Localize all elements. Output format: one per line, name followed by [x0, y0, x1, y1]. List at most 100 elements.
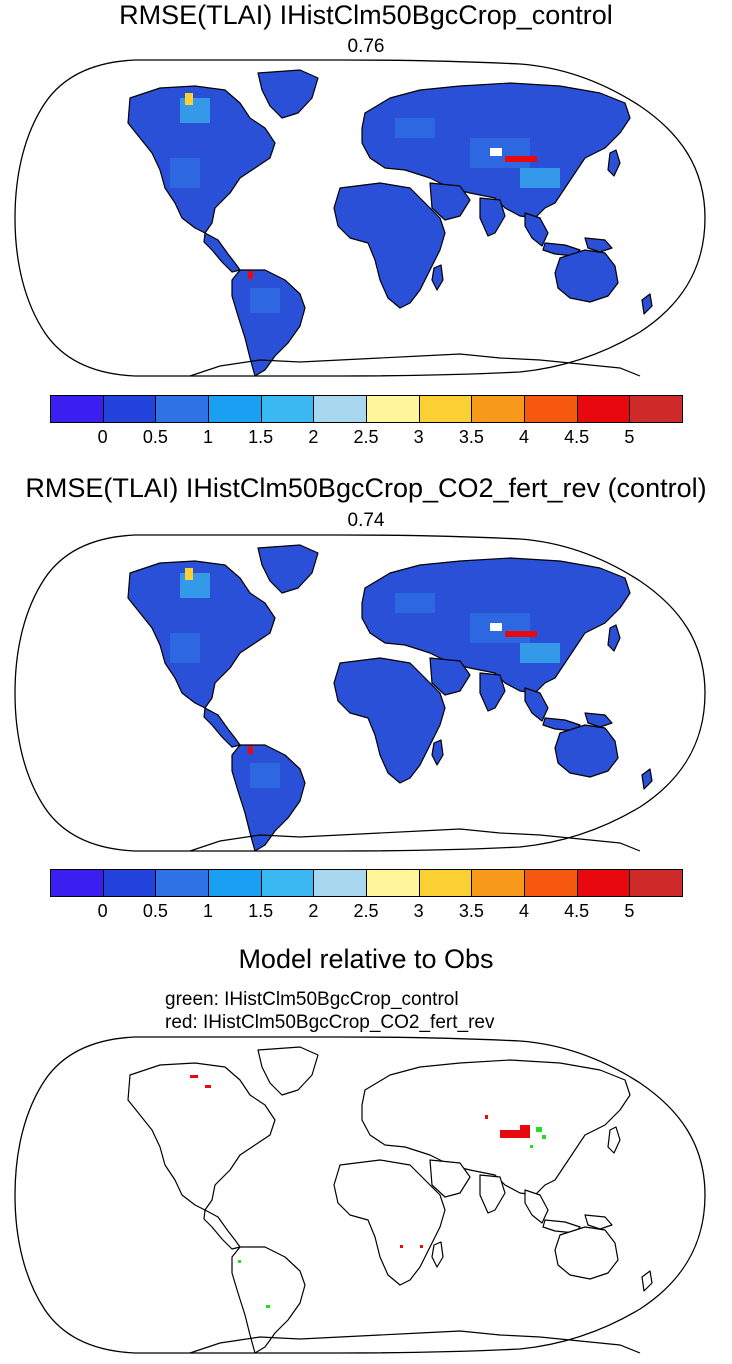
colorbar-tick-label: 2.5 [353, 427, 379, 447]
landmass [257, 544, 319, 594]
rmse-cell-patch [170, 158, 200, 188]
landmass [479, 672, 506, 712]
colorbar-tick-label: 0.5 [142, 901, 168, 921]
landmass [429, 1159, 471, 1198]
colorbar-box [155, 869, 209, 897]
missing-cell [490, 623, 502, 631]
colorbar-box [260, 395, 315, 423]
panel1-title: RMSE(TLAI) IHistClm50BgcCrop_control [119, 0, 613, 30]
rmse-cell-patch [170, 633, 200, 663]
rmse-cell-patch [520, 168, 560, 188]
landmass [584, 1214, 613, 1230]
colorbar-tick-label: 3.5 [458, 901, 484, 921]
colorbar-box [576, 395, 631, 423]
colorbar-box [471, 395, 526, 423]
landmass [554, 724, 619, 778]
landmass [584, 712, 613, 728]
colorbar-tick-label: 0 [97, 901, 108, 921]
colorbar-tick-label: 1.5 [248, 427, 274, 447]
colorbar-box [418, 395, 473, 423]
red-marker [500, 1130, 530, 1138]
colorbar-tick-label: 0 [97, 427, 108, 447]
landmass [641, 1270, 653, 1292]
landmass [203, 232, 241, 273]
landmass [231, 1246, 306, 1354]
antarctica-coast [189, 828, 641, 852]
landmass [333, 657, 446, 784]
green-marker [530, 1145, 533, 1148]
colorbar-box [50, 869, 104, 897]
landmass [524, 1189, 549, 1224]
rmse-cell-patch [520, 643, 560, 663]
landmass [127, 85, 276, 234]
colorbar-tick-label: 3.5 [458, 427, 484, 447]
colorbar-box [629, 395, 684, 423]
landmass [333, 182, 446, 309]
landmass [607, 1126, 621, 1154]
colorbar-box [524, 395, 578, 423]
panel1-map [14, 59, 706, 377]
panel1-global-rmse: 0.76 [347, 36, 385, 57]
landmass [431, 739, 444, 766]
landmass [584, 237, 613, 253]
landmass [524, 687, 549, 722]
red-marker [190, 1075, 198, 1078]
red-marker [205, 1085, 211, 1088]
rmse-hotspot [505, 156, 537, 162]
colorbar-tick-label: 2.5 [353, 901, 379, 921]
colorbar-tick-label: 1 [202, 427, 214, 447]
colorbar-tick-label: 4 [519, 901, 530, 921]
legend-green-entry: green: IHistClm50BgcCrop_control [165, 989, 459, 1010]
colorbar-tick-label: 3 [413, 427, 424, 447]
red-marker [400, 1245, 403, 1248]
colorbar-box [576, 869, 631, 897]
colorbar-box [208, 869, 262, 897]
rmse-hotspot [248, 746, 253, 754]
landmass [479, 197, 506, 237]
panel2-title: RMSE(TLAI) IHistClm50BgcCrop_CO2_fert_re… [25, 473, 707, 503]
landmass [479, 1174, 506, 1214]
landmass [431, 1241, 444, 1268]
landmass [641, 293, 653, 315]
landmass [607, 149, 621, 177]
colorbar-box [366, 395, 420, 423]
green-marker [542, 1135, 546, 1139]
landmass [333, 1159, 446, 1286]
landmass [429, 182, 471, 221]
colorbar-box [471, 869, 526, 897]
colorbar-tick-label: 2 [308, 901, 319, 921]
landmass [554, 249, 619, 303]
legend-red-entry: red: IHistClm50BgcCrop_CO2_fert_rev [165, 1012, 495, 1033]
rmse-cell-patch [395, 118, 435, 138]
colorbar-box [208, 395, 262, 423]
colorbar-box [418, 869, 473, 897]
green-marker [536, 1127, 542, 1132]
colorbar-box [50, 395, 104, 423]
rmse-hotspot [248, 271, 253, 279]
colorbar-tick-label: 3 [413, 901, 424, 921]
colorbar-tick-label: 4.5 [564, 901, 590, 921]
red-marker [520, 1125, 530, 1131]
colorbar-box [366, 869, 420, 897]
colorbar-tick-label: 0.5 [142, 427, 168, 447]
rmse-cell-patch [250, 288, 280, 313]
landmass [554, 1226, 619, 1280]
landmass [257, 1046, 319, 1096]
antarctica-coast [189, 1330, 641, 1354]
landmass [641, 768, 653, 790]
colorbar-tick-label: 1 [202, 901, 214, 921]
colorbar-box [313, 869, 367, 897]
red-marker [420, 1245, 423, 1248]
panel2-colorbar [50, 869, 684, 897]
colorbar-box [524, 869, 578, 897]
rmse-hotspot [505, 631, 537, 637]
landmass [429, 657, 471, 696]
panel3-title: Model relative to Obs [238, 944, 494, 974]
rmse-cell-patch [180, 573, 210, 598]
landmass [203, 1209, 241, 1250]
landmass [203, 707, 241, 748]
red-marker [485, 1115, 488, 1119]
colorbar-tick-label: 5 [624, 427, 635, 447]
antarctica-coast [189, 353, 641, 377]
panel2-global-rmse: 0.74 [347, 510, 385, 531]
